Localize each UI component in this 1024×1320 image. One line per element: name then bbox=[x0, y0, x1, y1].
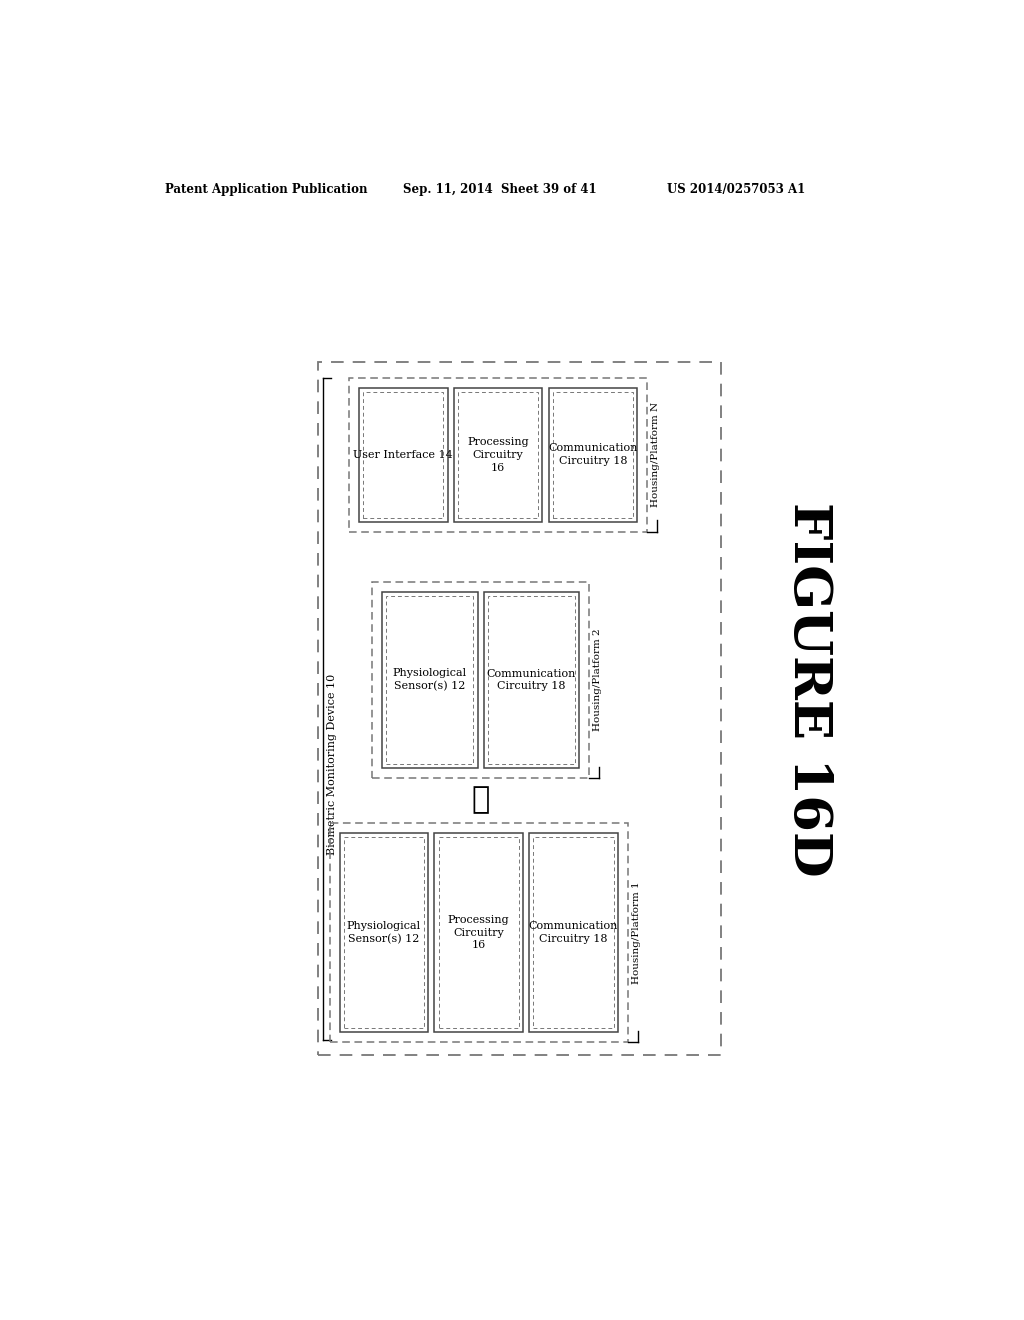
Bar bbox=[434, 833, 523, 1032]
Bar bbox=[344, 837, 424, 1028]
Text: FIGURE 16D: FIGURE 16D bbox=[783, 503, 834, 876]
Bar bbox=[364, 392, 443, 517]
Bar bbox=[340, 833, 428, 1032]
Bar bbox=[438, 837, 519, 1028]
Text: Biometric Monitoring Device 10: Biometric Monitoring Device 10 bbox=[327, 673, 337, 855]
Bar bbox=[386, 597, 473, 764]
Bar bbox=[349, 378, 647, 532]
Bar bbox=[382, 591, 477, 768]
Bar bbox=[553, 392, 633, 517]
Text: Communication
Circuitry 18: Communication Circuitry 18 bbox=[528, 921, 618, 944]
Bar bbox=[549, 388, 637, 521]
Text: US 2014/0257053 A1: US 2014/0257053 A1 bbox=[667, 183, 805, 197]
Bar bbox=[488, 597, 574, 764]
Bar bbox=[534, 837, 613, 1028]
Bar bbox=[372, 582, 589, 779]
Text: Physiological
Sensor(s) 12: Physiological Sensor(s) 12 bbox=[393, 668, 467, 692]
Text: Processing
Circuitry
16: Processing Circuitry 16 bbox=[467, 437, 528, 473]
Text: ⋯: ⋯ bbox=[471, 784, 489, 816]
Text: Patent Application Publication: Patent Application Publication bbox=[165, 183, 368, 197]
Bar bbox=[454, 388, 543, 521]
Text: Housing/Platform 1: Housing/Platform 1 bbox=[632, 882, 641, 983]
Text: Sep. 11, 2014  Sheet 39 of 41: Sep. 11, 2014 Sheet 39 of 41 bbox=[403, 183, 597, 197]
Text: Housing/Platform N: Housing/Platform N bbox=[651, 403, 660, 507]
Bar bbox=[317, 363, 721, 1056]
Text: Processing
Circuitry
16: Processing Circuitry 16 bbox=[447, 915, 510, 950]
Bar bbox=[330, 822, 628, 1043]
Bar bbox=[483, 591, 579, 768]
Bar bbox=[529, 833, 617, 1032]
Text: Physiological
Sensor(s) 12: Physiological Sensor(s) 12 bbox=[347, 921, 421, 944]
Text: User Interface 14: User Interface 14 bbox=[353, 450, 454, 459]
Bar bbox=[458, 392, 538, 517]
Bar bbox=[359, 388, 447, 521]
Text: Communication
Circuitry 18: Communication Circuitry 18 bbox=[548, 444, 638, 466]
Text: Communication
Circuitry 18: Communication Circuitry 18 bbox=[486, 669, 577, 692]
Text: Housing/Platform 2: Housing/Platform 2 bbox=[593, 628, 602, 731]
